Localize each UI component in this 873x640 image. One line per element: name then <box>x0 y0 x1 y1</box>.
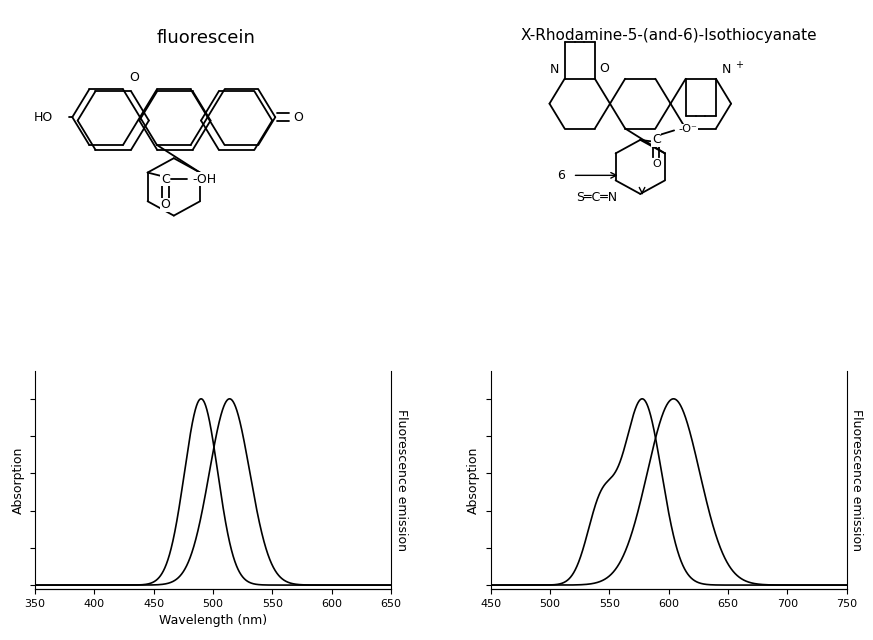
Text: C: C <box>161 173 169 186</box>
Text: -OH: -OH <box>192 173 217 186</box>
Text: -O⁻: -O⁻ <box>678 124 698 134</box>
Text: O: O <box>161 198 170 211</box>
Text: C: C <box>652 133 661 147</box>
Y-axis label: Fluorescence emission: Fluorescence emission <box>395 409 408 551</box>
Text: X-Rhodamine-5-(and-6)-Isothiocyanate: X-Rhodamine-5-(and-6)-Isothiocyanate <box>520 28 817 43</box>
Text: S═C═N: S═C═N <box>576 191 617 204</box>
Text: O: O <box>599 62 608 75</box>
Text: N: N <box>721 63 731 76</box>
Y-axis label: Absorption: Absorption <box>467 446 480 513</box>
Y-axis label: Absorption: Absorption <box>11 446 24 513</box>
Text: N: N <box>550 63 560 76</box>
X-axis label: Wavelength (nm): Wavelength (nm) <box>159 614 267 627</box>
Text: fluorescein: fluorescein <box>156 29 255 47</box>
Text: HO: HO <box>33 111 52 124</box>
Text: 6: 6 <box>558 169 566 182</box>
Text: +: + <box>736 60 744 70</box>
Text: O: O <box>652 159 661 168</box>
Text: O: O <box>129 71 139 84</box>
Y-axis label: Fluorescence emission: Fluorescence emission <box>850 409 863 551</box>
Text: O: O <box>293 111 303 124</box>
